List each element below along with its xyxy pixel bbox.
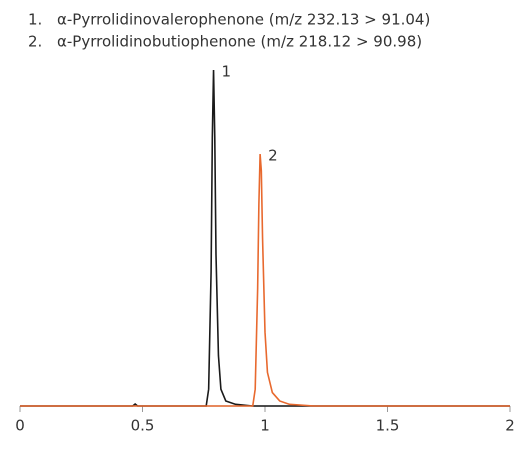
- x-tick-label: 1: [260, 417, 270, 435]
- x-tick-label: 1.5: [376, 417, 400, 435]
- x-tick-label: 0: [15, 417, 25, 435]
- series-line: [20, 153, 510, 407]
- legend-number: 1.: [28, 11, 42, 29]
- x-tick-label: 0.5: [131, 417, 155, 435]
- series-line: [20, 69, 510, 407]
- legend-label: α-Pyrrolidinobutiophenone (m/z 218.12 > …: [57, 33, 422, 51]
- peak-label: 2: [268, 147, 278, 165]
- legend-label: α-Pyrrolidinovalerophenone (m/z 232.13 >…: [57, 11, 430, 29]
- legend-number: 2.: [28, 33, 42, 51]
- peak-label: 1: [222, 63, 232, 81]
- x-tick-label: 2: [505, 417, 515, 435]
